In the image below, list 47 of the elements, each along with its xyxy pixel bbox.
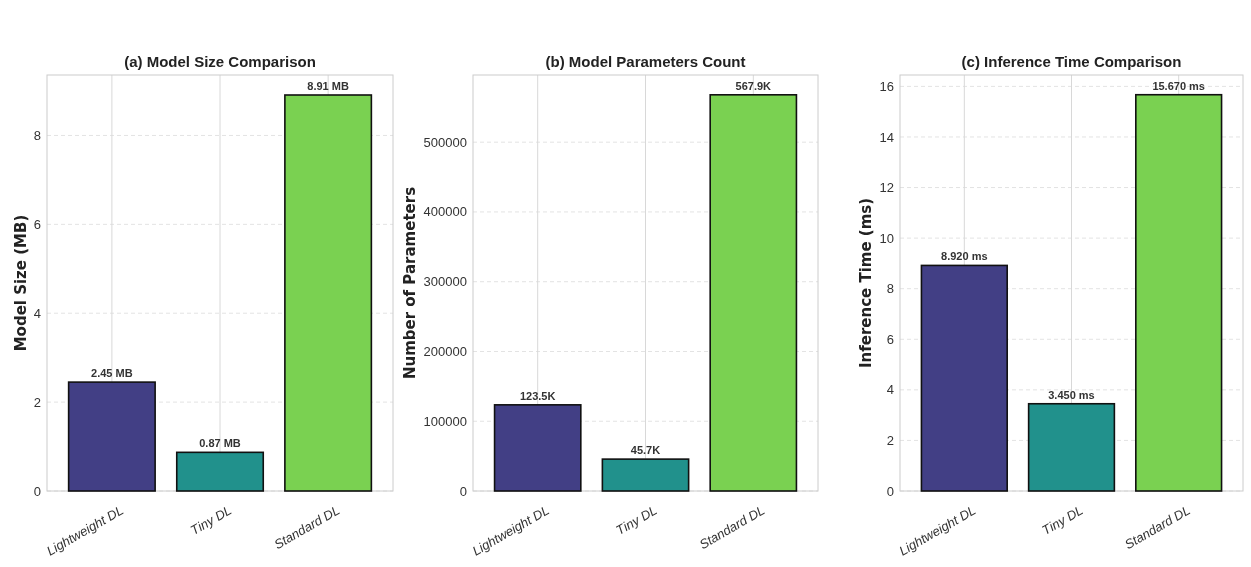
bar bbox=[1135, 93, 1223, 492]
chart-title: (b) Model Parameters Count bbox=[545, 53, 746, 70]
bar bbox=[175, 451, 265, 492]
y-tick-label: 0 bbox=[886, 483, 894, 499]
y-axis-title: Inference Time (ms) bbox=[857, 197, 876, 369]
bar bbox=[601, 458, 690, 492]
y-tick-label: 10 bbox=[879, 230, 894, 246]
y-tick-label: 4 bbox=[886, 382, 894, 398]
x-tick-label: Tiny DL bbox=[187, 502, 235, 538]
chart-title: (c) Inference Time Comparison bbox=[961, 53, 1182, 70]
data-label: 123.5K bbox=[519, 389, 556, 402]
y-tick-label: 300000 bbox=[423, 274, 467, 290]
y-tick-label: 4 bbox=[33, 305, 41, 321]
data-label: 8.920 ms bbox=[941, 250, 988, 263]
y-tick-label: 8 bbox=[886, 281, 894, 297]
data-label: 0.87 MB bbox=[199, 437, 241, 450]
bar bbox=[67, 381, 156, 492]
y-axis-title: Model Size (MB) bbox=[11, 214, 30, 352]
data-label: 45.7K bbox=[630, 444, 661, 457]
bar bbox=[284, 94, 373, 492]
data-label: 15.670 ms bbox=[1152, 79, 1205, 92]
x-tick-label: Tiny DL bbox=[1039, 502, 1086, 538]
y-tick-label: 200000 bbox=[423, 344, 467, 360]
y-tick-label: 16 bbox=[879, 78, 894, 94]
bar bbox=[493, 404, 582, 492]
y-tick-label: 6 bbox=[886, 331, 894, 347]
y-tick-label: 500000 bbox=[423, 134, 467, 150]
y-tick-label: 400000 bbox=[423, 204, 467, 220]
y-tick-label: 0 bbox=[33, 483, 41, 499]
y-tick-label: 2 bbox=[33, 394, 41, 410]
bar bbox=[920, 264, 1008, 492]
data-label: 567.9K bbox=[735, 79, 772, 92]
y-tick-label: 2 bbox=[886, 432, 894, 448]
data-label: 2.45 MB bbox=[91, 367, 133, 380]
bar bbox=[1027, 402, 1116, 492]
y-tick-label: 12 bbox=[879, 180, 894, 196]
x-tick-label: Tiny DL bbox=[613, 502, 660, 538]
data-label: 8.91 MB bbox=[307, 80, 349, 92]
data-label: 3.450 ms bbox=[1048, 388, 1095, 401]
y-tick-label: 8 bbox=[33, 127, 41, 143]
y-tick-label: 100000 bbox=[423, 413, 467, 429]
chart-title: (a) Model Size Comparison bbox=[124, 53, 316, 70]
y-axis-title: Number of Parameters bbox=[401, 186, 420, 380]
bar bbox=[709, 94, 798, 492]
y-tick-label: 0 bbox=[459, 483, 467, 499]
y-tick-label: 14 bbox=[879, 129, 894, 145]
y-tick-label: 6 bbox=[33, 216, 41, 232]
